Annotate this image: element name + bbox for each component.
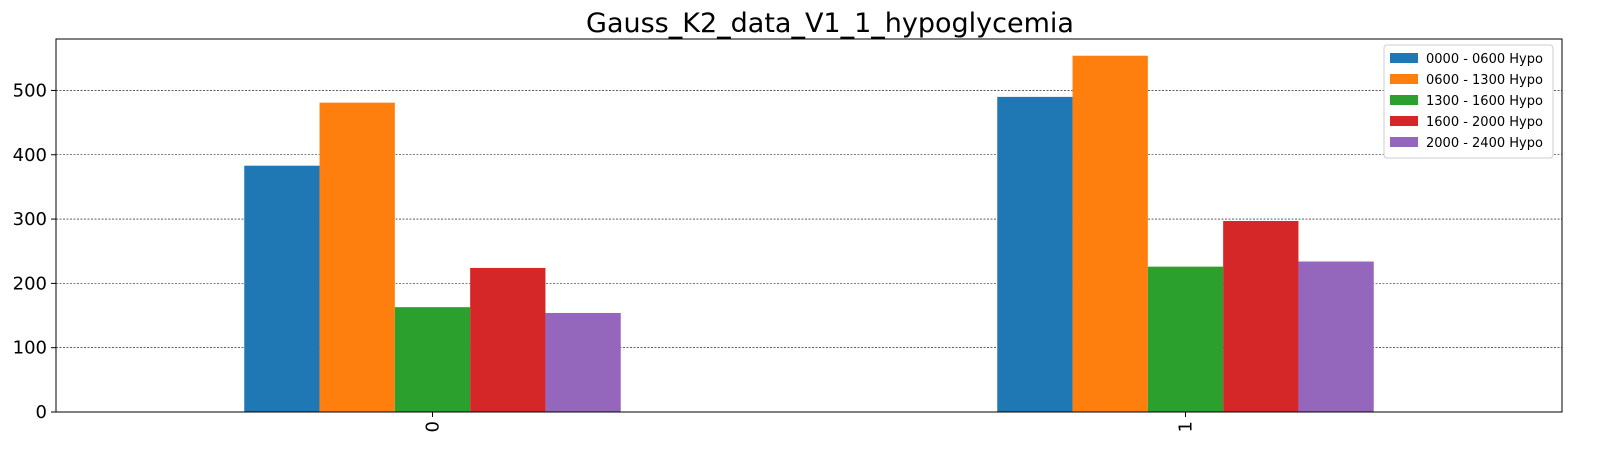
bar [545,312,621,412]
x-tick-label: 1 [1176,421,1197,432]
legend-swatch [1390,53,1418,63]
bar [319,102,395,413]
y-tick-label: 0 [36,402,47,423]
y-tick-label: 400 [13,145,47,166]
legend-label: 1600 - 2000 Hypo [1426,115,1543,130]
y-tick-label: 300 [13,209,47,230]
bar [394,307,471,412]
legend-label: 0600 - 1300 Hypo [1426,73,1543,88]
plot-frame [55,38,1563,413]
bar [1072,55,1148,412]
chart-title: Gauss_K2_data_V1_1_hypoglycemia [586,8,1074,39]
legend-label: 0000 - 0600 Hypo [1426,52,1543,67]
y-tick-label: 500 [13,80,47,101]
legend-label: 2000 - 2400 Hypo [1426,136,1543,151]
bar [244,165,320,412]
bars [244,55,1374,413]
x-tick-label: 0 [423,421,444,432]
legend-label: 1300 - 1600 Hypo [1426,94,1543,109]
legend-box [1383,44,1554,159]
legend-swatch [1390,74,1418,84]
legend-swatch [1390,95,1418,105]
bar [997,96,1073,413]
legend: 0000 - 0600 Hypo 0600 - 1300 Hypo 1300 - 1… [1383,44,1554,159]
bar [470,267,546,412]
legend-swatch [1390,116,1418,126]
bar [1298,261,1374,412]
bar [1223,220,1299,412]
y-tick-label: 200 [13,273,47,294]
bar [1147,266,1224,412]
axes: 0 100 200 300 400 500 0 1 [13,38,1563,432]
y-tick-label: 100 [13,338,47,359]
legend-swatch [1390,137,1418,147]
